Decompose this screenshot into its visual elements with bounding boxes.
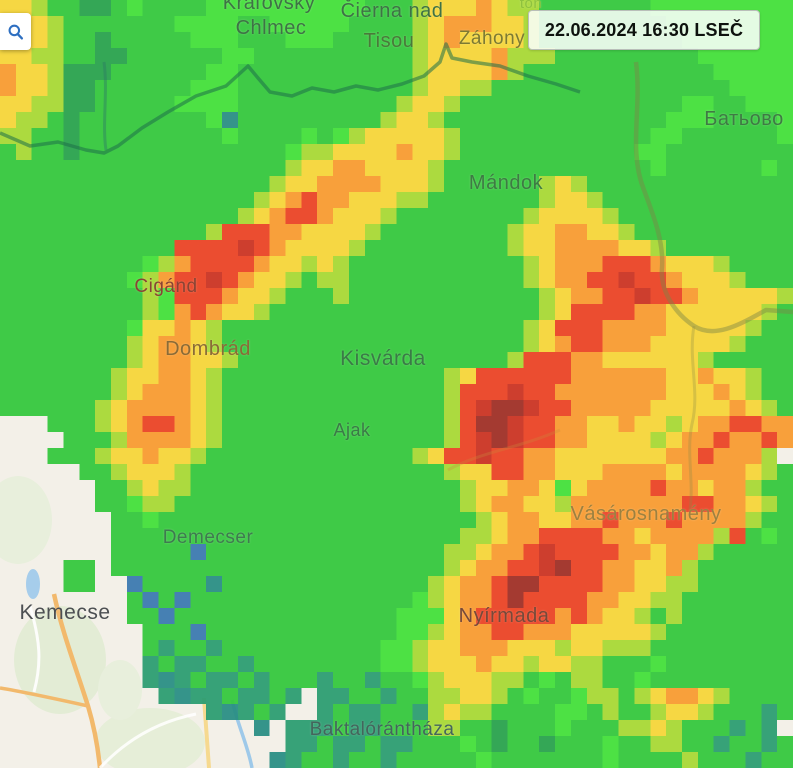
search-button[interactable] bbox=[0, 13, 31, 50]
road-under-radar bbox=[447, 428, 561, 472]
timestamp-badge: 22.06.2024 16:30 LSEČ bbox=[528, 10, 760, 50]
river-line bbox=[102, 61, 108, 151]
river-tisza-line bbox=[633, 61, 793, 334]
river-branch-line bbox=[688, 325, 697, 511]
country-border-line bbox=[0, 42, 581, 155]
search-icon bbox=[8, 24, 24, 40]
